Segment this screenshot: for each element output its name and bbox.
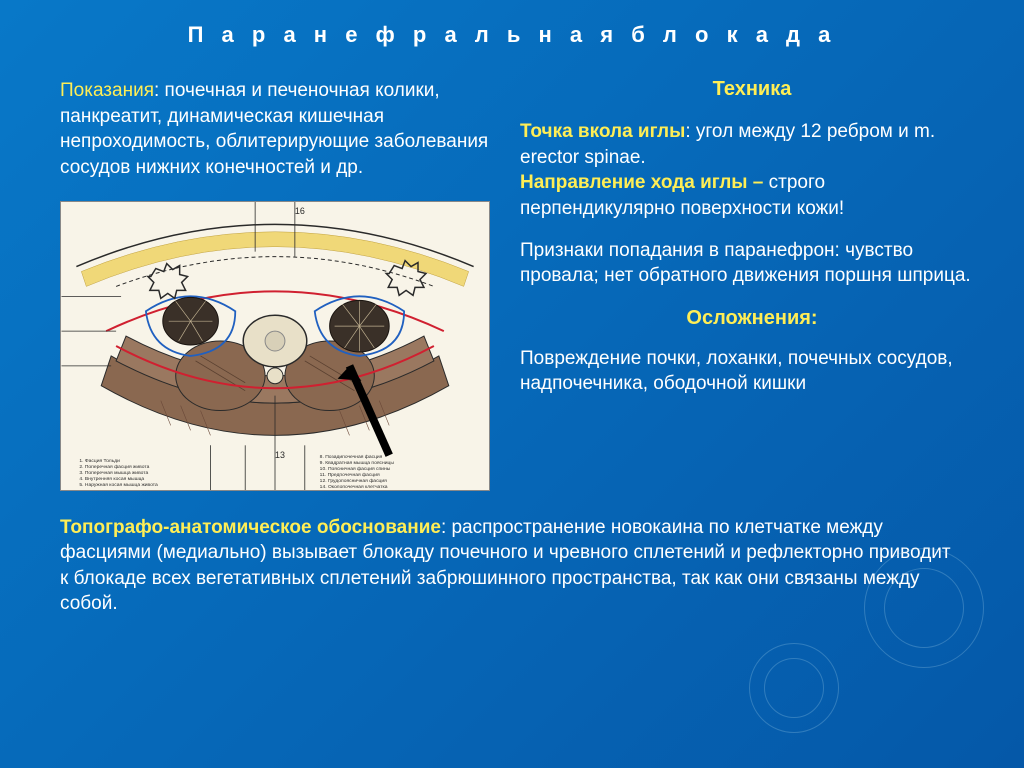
complications-text: Повреждение почки, лоханки, почечных сос… [520,346,984,397]
svg-text:9. Квадратная мышца поясницы: 9. Квадратная мышца поясницы [320,460,395,466]
svg-text:5. Наружная косая мышца живота: 5. Наружная косая мышца живота [79,482,158,488]
content-row: Показания: почечная и печеночная колики,… [0,48,1024,491]
svg-text:2. Поперечная фасция живота: 2. Поперечная фасция живота [79,464,149,470]
indications-block: Показания: почечная и печеночная колики,… [60,78,490,181]
needle-point-label: Точка вкола иглы [520,121,685,142]
svg-text:16: 16 [295,205,305,215]
svg-text:13: 13 [275,450,285,460]
slide-title: П а р а н е ф р а л ь н а я б л о к а д … [0,0,1024,48]
footer-label: Топографо-анатомическое обоснование [60,517,441,538]
svg-text:4. Внутренняя косая мышца: 4. Внутренняя косая мышца [79,476,144,482]
complications-heading: Осложнения: [520,305,984,332]
right-column: Техника Точка вкола иглы: угол между 12 … [520,78,984,491]
left-column: Показания: почечная и печеночная колики,… [60,78,490,491]
decorative-ripple [864,548,984,668]
kidney-right [330,300,390,352]
svg-text:14. Околопочечная клетчатка: 14. Околопочечная клетчатка [320,484,388,490]
svg-text:11. Предпочечная фасция: 11. Предпочечная фасция [320,472,380,478]
needle-direction-label: Направление хода иглы – [520,172,763,193]
indications-label: Показания [60,80,154,101]
svg-text:3. Поперечная мышца живота: 3. Поперечная мышца живота [79,470,148,476]
paranephron-signs: Признаки попадания в паранефрон: чувство… [520,238,984,289]
decorative-ripple [749,643,839,733]
anatomical-diagram: 16 13 1. Фасция Тольди 2. Поперечная фас… [60,201,490,491]
svg-text:1. Фасция Тольди: 1. Фасция Тольди [79,458,120,464]
diagram-svg: 16 13 1. Фасция Тольди 2. Поперечная фас… [61,202,489,490]
svg-text:10. Поясничная фасция спины: 10. Поясничная фасция спины [320,466,391,472]
svg-text:12. Грудопоясничная фасция: 12. Грудопоясничная фасция [320,478,387,484]
technique-body: Точка вкола иглы: угол между 12 ребром и… [520,119,984,397]
kidney-left [163,297,219,345]
technique-heading: Техника [520,78,984,101]
svg-text:8. Позадипочечная фасция: 8. Позадипочечная фасция [320,454,383,460]
